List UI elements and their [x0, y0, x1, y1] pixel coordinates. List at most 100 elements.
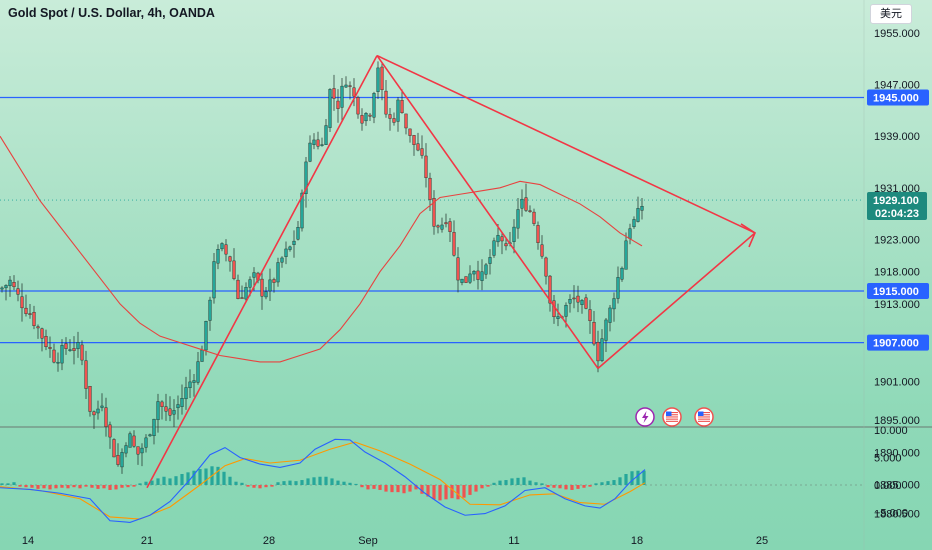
- macd-histogram-bar: [318, 476, 322, 485]
- candle-body: [268, 279, 272, 292]
- macd-histogram-bar: [102, 485, 106, 489]
- level-price-label: 1907.000: [873, 338, 919, 350]
- macd-histogram-bar: [120, 485, 124, 488]
- macd-histogram-bar: [606, 481, 610, 485]
- candle-body: [352, 87, 356, 97]
- macd-histogram-bar: [282, 481, 286, 485]
- candle-body: [180, 398, 184, 407]
- time-tick-label: 14: [22, 535, 34, 547]
- candle-body: [616, 277, 620, 299]
- macd-histogram-bar: [468, 485, 472, 495]
- candle-body: [336, 100, 340, 109]
- macd-histogram-bar: [594, 483, 598, 485]
- candles-group: [0, 61, 644, 474]
- candle-body: [172, 410, 176, 415]
- candle-body: [452, 232, 456, 256]
- macd-histogram-bar: [294, 481, 298, 485]
- price-tick-label: 1913.000: [874, 299, 920, 311]
- time-tick-label: Sep: [358, 535, 378, 547]
- arrow-head: [740, 223, 757, 248]
- time-tick-label: 25: [756, 535, 768, 547]
- macd-histogram-bar: [270, 485, 274, 487]
- price-tick-label: 1947.000: [874, 80, 920, 92]
- candle-body: [576, 295, 580, 303]
- candle-body: [480, 271, 484, 281]
- macd-histogram-bar: [240, 482, 244, 485]
- candle-body: [592, 322, 596, 345]
- price-tick-label: 1939.000: [874, 131, 920, 143]
- candle-body: [436, 225, 440, 228]
- candle-body: [380, 66, 384, 91]
- candle-body: [364, 113, 368, 122]
- candle-body: [212, 261, 216, 299]
- candle-body: [56, 361, 60, 364]
- macd-histogram-bar: [384, 485, 388, 492]
- candle-body: [176, 404, 180, 409]
- candle-body: [136, 446, 140, 455]
- level-price-tag: [867, 334, 929, 351]
- candle-body: [84, 360, 88, 389]
- macd-histogram-bar: [228, 476, 232, 485]
- candle-body: [580, 300, 584, 305]
- macd-histogram-bar: [534, 482, 538, 485]
- macd-histogram-bar: [180, 474, 184, 485]
- candle-body: [388, 114, 392, 119]
- candle-body: [196, 361, 200, 383]
- candle-body: [624, 240, 628, 270]
- candle-body: [32, 312, 36, 326]
- candle-body: [504, 243, 508, 247]
- candle-body: [372, 93, 376, 118]
- macd-histogram-bar: [372, 485, 376, 489]
- candle-body: [356, 97, 360, 115]
- candle-body: [640, 206, 644, 211]
- candle-body: [608, 307, 612, 323]
- candle-body: [52, 349, 56, 363]
- macd-histogram-bar: [84, 485, 88, 487]
- candle-body: [144, 437, 148, 448]
- candle-body: [412, 135, 416, 145]
- lightning-icon[interactable]: [635, 407, 655, 427]
- macd-histogram-bar: [42, 485, 46, 489]
- candle-body: [200, 349, 204, 362]
- macd-histogram-bar: [222, 471, 226, 485]
- macd-histogram-bar: [264, 485, 268, 488]
- candle-body: [320, 144, 324, 146]
- candle-body: [68, 349, 72, 351]
- candle-body: [272, 279, 276, 283]
- drawing-leg-up: [146, 55, 378, 489]
- candle-body: [312, 139, 316, 145]
- candle-body: [292, 240, 296, 245]
- candle-body: [420, 148, 424, 156]
- bar-countdown-label: 02:04:23: [875, 208, 919, 220]
- macd-histogram-bar: [642, 470, 646, 485]
- candle-body: [324, 125, 328, 145]
- candle-body: [240, 297, 244, 299]
- candle-body: [304, 161, 308, 195]
- currency-button[interactable]: 美元: [870, 4, 912, 24]
- candle-body: [424, 155, 428, 178]
- candle-body: [600, 338, 604, 361]
- candle-body: [40, 328, 44, 339]
- candle-body: [528, 210, 532, 212]
- candle-body: [148, 434, 152, 437]
- macd-histogram-bar: [354, 483, 358, 485]
- candle-body: [92, 411, 96, 416]
- macd-signal-line: [0, 441, 646, 520]
- macd-histogram-bar: [246, 485, 250, 487]
- us-flag-icon[interactable]: [694, 407, 714, 427]
- candle-body: [456, 257, 460, 281]
- drawing-leg-down: [376, 55, 599, 369]
- drawing-lower-trendline: [597, 232, 756, 370]
- macd-histogram-bar: [66, 485, 70, 489]
- macd-histogram-bar: [90, 485, 94, 488]
- candle-body: [536, 225, 540, 243]
- candle-body: [8, 279, 12, 287]
- candle-body: [520, 198, 524, 209]
- macd-histogram-bar: [198, 469, 202, 485]
- candle-body: [476, 270, 480, 280]
- last-price-label: 1929.100: [873, 195, 919, 207]
- price-tick-label: 1895.000: [874, 415, 920, 427]
- candle-body: [124, 445, 128, 454]
- candle-body: [96, 408, 100, 414]
- us-flag-icon[interactable]: [662, 407, 682, 427]
